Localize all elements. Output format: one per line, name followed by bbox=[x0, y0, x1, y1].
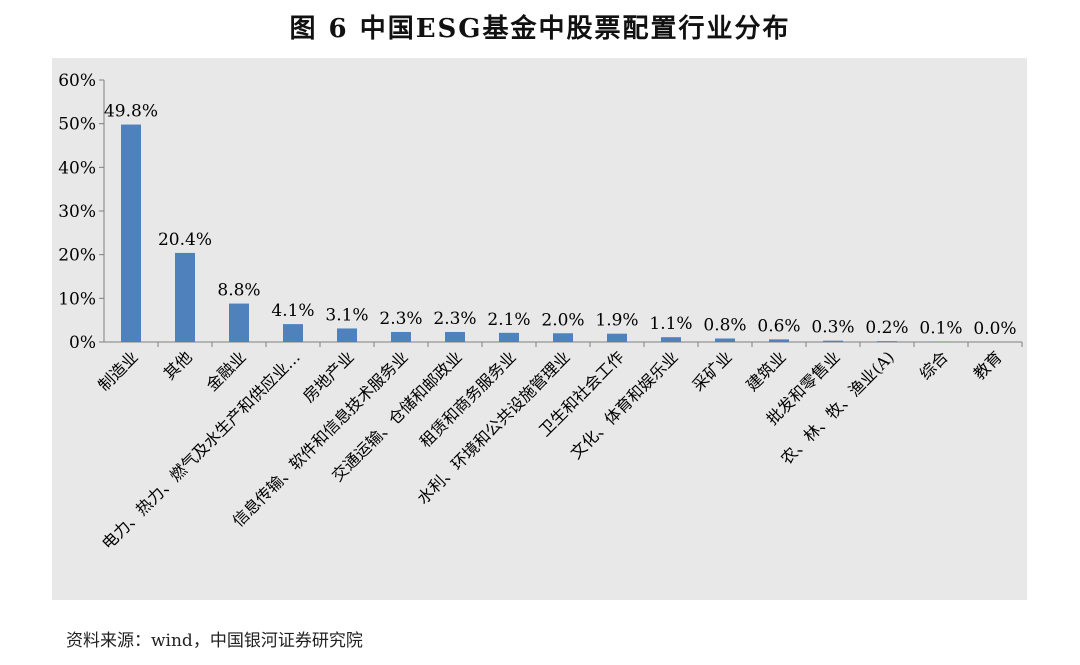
data-label: 2.3% bbox=[433, 309, 476, 329]
data-label: 2.0% bbox=[541, 310, 584, 330]
data-label: 0.2% bbox=[865, 318, 908, 338]
data-label: 0.8% bbox=[703, 316, 746, 336]
data-label: 0.6% bbox=[757, 316, 800, 336]
bar bbox=[445, 331, 465, 342]
bar bbox=[661, 337, 681, 342]
source-note: 资料来源：wind，中国银河证券研究院 bbox=[66, 631, 363, 651]
data-label: 20.4% bbox=[158, 230, 212, 250]
bar bbox=[877, 341, 897, 342]
bar-chart: 0%10%20%30%40%50%60%49.8%制造业20.4%其他8.8%金… bbox=[52, 58, 1027, 600]
data-label: 2.1% bbox=[487, 310, 530, 330]
data-label: 0.3% bbox=[811, 318, 854, 338]
chart-background bbox=[52, 58, 1027, 600]
bar bbox=[121, 124, 141, 342]
data-label: 49.8% bbox=[104, 102, 158, 122]
y-tick-label: 40% bbox=[58, 158, 96, 178]
bar bbox=[715, 338, 735, 342]
bar bbox=[553, 333, 573, 342]
data-label: 1.1% bbox=[649, 314, 692, 334]
bar bbox=[337, 328, 357, 342]
y-tick-label: 30% bbox=[58, 202, 96, 222]
bar bbox=[823, 340, 843, 342]
data-label: 3.1% bbox=[325, 305, 368, 325]
chart-area: 0% 10% 20% 30% 40% 50% 60% 49.8% 制造业 20.4% 其他 8.8% 金… bbox=[52, 58, 1027, 600]
y-tick-label: 50% bbox=[58, 115, 96, 135]
data-label: 4.1% bbox=[271, 301, 314, 321]
y-tick-label: 20% bbox=[58, 246, 96, 266]
y-tick-label: 0% bbox=[69, 333, 96, 353]
bar bbox=[175, 252, 195, 342]
data-label: 0.1% bbox=[919, 319, 962, 339]
bar bbox=[283, 324, 303, 342]
chart-title: 图 6 中国ESG基金中股票配置行业分布 bbox=[289, 14, 791, 44]
data-label: 2.3% bbox=[379, 309, 422, 329]
bar bbox=[769, 339, 789, 342]
y-tick-label: 60% bbox=[58, 71, 96, 91]
data-label: 8.8% bbox=[217, 281, 260, 301]
data-label: 1.9% bbox=[595, 311, 638, 331]
bar bbox=[229, 303, 249, 342]
bar bbox=[391, 331, 411, 342]
y-tick-label: 10% bbox=[58, 289, 96, 309]
bar bbox=[607, 333, 627, 342]
bar bbox=[499, 332, 519, 342]
data-label: 0.0% bbox=[973, 319, 1016, 339]
